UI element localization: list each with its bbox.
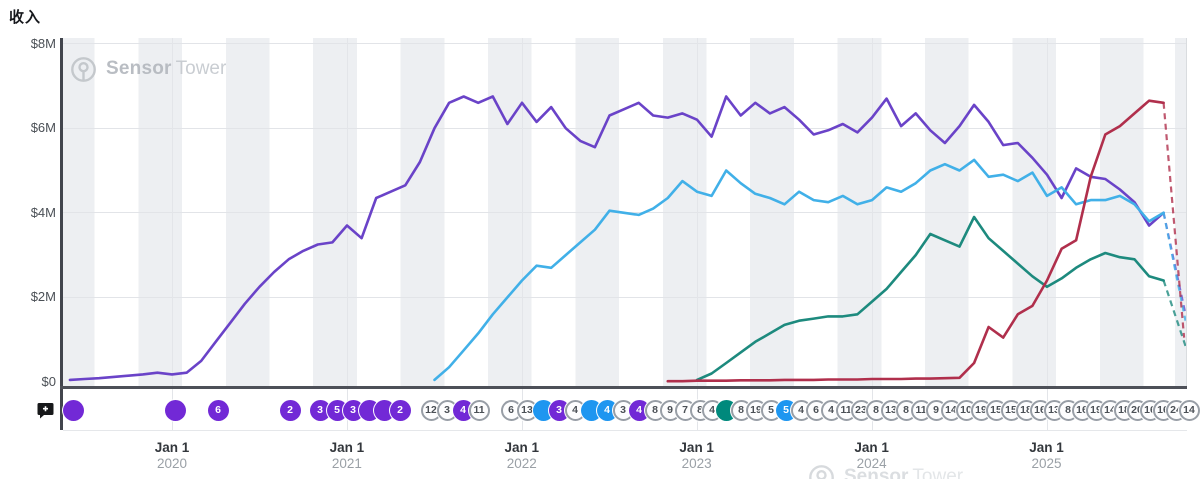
event-marker-6[interactable]: 6: [207, 400, 229, 421]
purple-series: [68, 95, 1165, 382]
watermark-bottom: Sensor Tower: [808, 462, 963, 479]
y-tick-label: $8M: [30, 35, 56, 51]
teal-series-projection-dashed: [1162, 280, 1187, 347]
x-tick-month: Jan 1: [854, 440, 889, 455]
year-gridline: [696, 38, 698, 430]
year-gridline: [172, 38, 173, 430]
x-tick: Jan 1 2021: [302, 440, 392, 471]
y-axis-line: [60, 38, 63, 430]
series-canvas[interactable]: [63, 38, 1187, 388]
event-marker-4[interactable]: 4: [596, 400, 618, 421]
x-tick-month: Jan 1: [154, 440, 190, 455]
year-gridline: [1046, 38, 1048, 430]
y-tick-label: $4M: [30, 204, 56, 220]
event-marker-3[interactable]: 3: [342, 400, 364, 421]
x-tick-year: 2024: [856, 456, 887, 471]
x-tick-month: Jan 1: [504, 440, 540, 455]
watermark-brand-secondary: Tower: [175, 58, 227, 79]
annotation-bubble-icon[interactable]: [37, 402, 54, 419]
crimson-series: [666, 99, 1165, 383]
year-gridline: [346, 38, 348, 430]
y-tick-label: $0: [41, 374, 56, 389]
teal-series: [695, 215, 1165, 382]
y-tick-label: $6M: [30, 120, 56, 136]
event-marker-4[interactable]: 4: [628, 400, 650, 421]
event-marker-3[interactable]: 3: [548, 400, 570, 421]
x-tick-month: Jan 1: [329, 440, 365, 455]
x-tick-year: 2025: [1031, 456, 1062, 471]
x-tick: Jan 1 2020: [127, 440, 217, 471]
sensor-tower-logo-icon: [71, 56, 96, 82]
cyan-series-projection-dashed: [1162, 212, 1187, 321]
page-title: 收入: [9, 9, 42, 26]
watermark-brand-secondary: Tower: [912, 466, 964, 479]
year-gridline: [521, 38, 523, 430]
y-tick-label: $2M: [30, 289, 56, 305]
event-marker-14[interactable]: 14: [1178, 400, 1200, 421]
gridline: [63, 127, 1187, 129]
x-tick-year: 2020: [156, 456, 188, 471]
crimson-series-projection-dashed: [1162, 102, 1186, 338]
x-tick-month: Jan 1: [679, 440, 714, 455]
x-tick-year: 2023: [681, 456, 712, 471]
event-marker[interactable]: [373, 400, 395, 421]
event-marker-4[interactable]: 4: [452, 400, 474, 421]
event-marker-5[interactable]: 5: [326, 400, 348, 421]
event-marker[interactable]: [580, 400, 602, 421]
gridline: [63, 43, 1187, 45]
event-marker-3[interactable]: 3: [309, 400, 331, 421]
event-marker-11[interactable]: 11: [468, 400, 490, 421]
watermark-brand-primary: Sensor: [106, 58, 172, 79]
x-tick-year: 2022: [506, 456, 537, 471]
x-tick: Jan 1 2025: [1002, 440, 1092, 471]
cyan-series: [433, 158, 1165, 382]
year-gridline: [871, 38, 873, 430]
watermark: Sensor Tower: [70, 53, 226, 85]
gridline: [63, 296, 1187, 298]
event-marker[interactable]: [62, 400, 84, 421]
plot-right-border: [1186, 38, 1187, 388]
x-tick-month: Jan 1: [1029, 440, 1064, 455]
marker-row-baseline: [63, 430, 1187, 431]
event-marker-2[interactable]: 2: [279, 400, 301, 421]
x-tick-year: 2021: [331, 456, 362, 471]
event-marker[interactable]: [532, 400, 554, 421]
x-tick: Jan 1 2022: [477, 440, 567, 471]
x-tick: Jan 1 2023: [652, 440, 742, 471]
watermark-brand-primary: Sensor: [844, 466, 909, 479]
x-axis-line: [60, 386, 1187, 389]
event-marker-2[interactable]: 2: [389, 400, 411, 421]
x-tick: Jan 1 2024: [827, 440, 917, 471]
event-marker[interactable]: [164, 400, 186, 421]
